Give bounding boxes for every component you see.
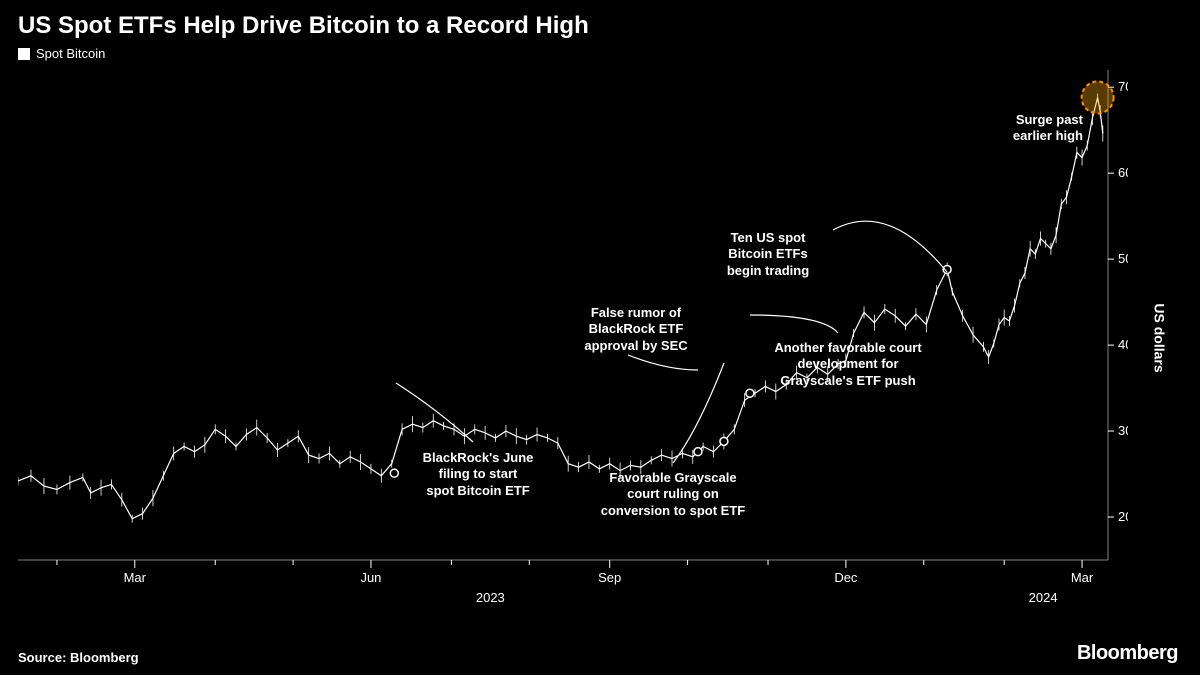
- y-tick-label: 20000: [1118, 509, 1128, 524]
- legend-label: Spot Bitcoin: [36, 46, 105, 61]
- brand-logo: Bloomberg: [1077, 642, 1178, 665]
- annotation-marker: [746, 389, 754, 397]
- source-label: Source: Bloomberg: [18, 650, 139, 665]
- annotation-connector: [833, 221, 947, 272]
- y-tick-label: 30000: [1118, 423, 1128, 438]
- x-tick-label: Sep: [598, 570, 621, 585]
- y-tick-label: 60000: [1118, 165, 1128, 180]
- y-axis-label: US dollars: [1151, 303, 1167, 372]
- annotation-connector: [396, 383, 473, 442]
- price-line: [18, 98, 1103, 519]
- y-tick-label: 40000: [1118, 337, 1128, 352]
- chart-title: US Spot ETFs Help Drive Bitcoin to a Rec…: [0, 0, 1200, 46]
- annotation-connector: [750, 315, 838, 333]
- x-tick-label: Jun: [360, 570, 381, 585]
- y-tick-label: 50000: [1118, 251, 1128, 266]
- annotation-marker: [720, 437, 728, 445]
- annotation-marker: [390, 469, 398, 477]
- year-label: 2023: [476, 590, 505, 605]
- chart-svg: 20000 30000 40000 50000 60000 70000 Mar Jun Sep D…: [18, 70, 1128, 630]
- x-tick-label: Mar: [124, 570, 147, 585]
- legend-swatch: [18, 48, 30, 60]
- year-label: 2024: [1029, 590, 1058, 605]
- chart-area: 20000 30000 40000 50000 60000 70000 Mar Jun Sep D…: [18, 70, 1128, 600]
- y-tick-label: 70000: [1118, 79, 1128, 94]
- x-tick-label: Dec: [834, 570, 858, 585]
- highlight-marker: [1082, 82, 1114, 114]
- annotation-connector: [628, 355, 698, 370]
- x-tick-label: Mar: [1071, 570, 1094, 585]
- annotation-marker: [694, 448, 702, 456]
- legend: Spot Bitcoin: [0, 46, 1200, 69]
